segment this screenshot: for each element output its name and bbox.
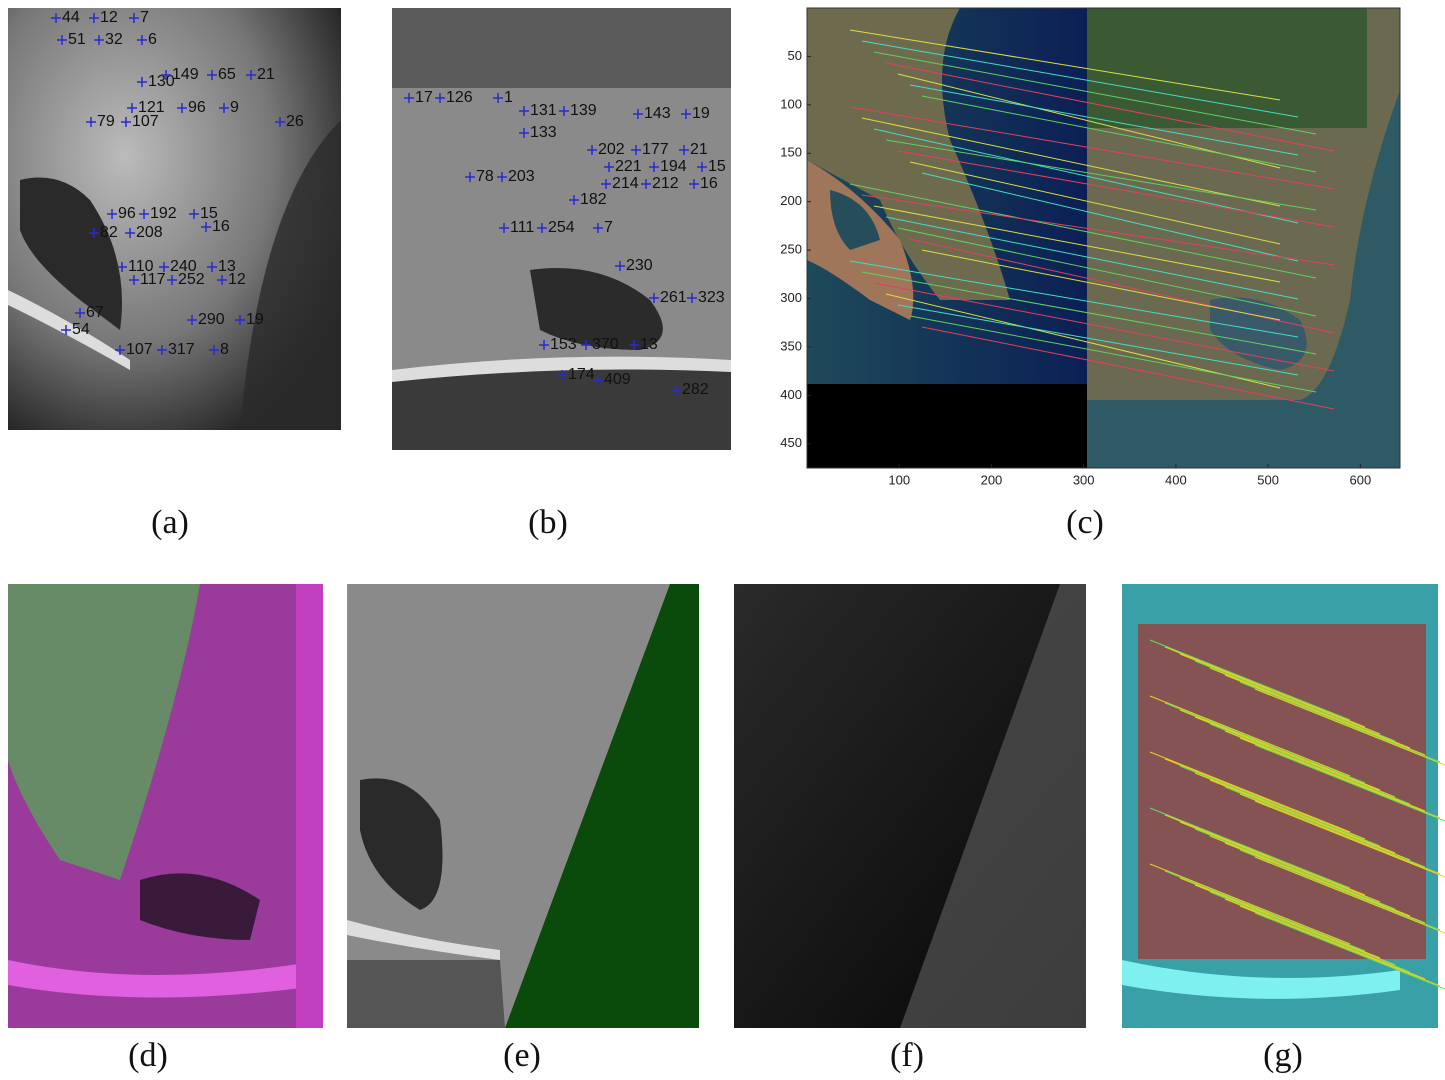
image-d [8, 584, 323, 1028]
y-tick-label: 300 [780, 290, 802, 305]
panel-label: (d) [128, 1037, 168, 1074]
y-tick-label: 250 [780, 242, 802, 257]
keypoint-label: 149 [172, 66, 199, 83]
y-tick-label: 100 [780, 96, 802, 111]
keypoint-label: 254 [548, 219, 575, 236]
keypoint-label: 143 [644, 105, 671, 122]
keypoint-label: 194 [660, 158, 687, 175]
y-tick-label: 150 [780, 145, 802, 160]
keypoint-label: 67 [86, 304, 104, 321]
keypoint-label: 8 [220, 341, 229, 358]
image-e [347, 584, 699, 1028]
keypoint-label: 282 [682, 381, 709, 398]
keypoint-label: 133 [530, 124, 557, 141]
panel-label: (f) [890, 1037, 924, 1074]
keypoint-label: 139 [570, 102, 597, 119]
panel-label: (c) [1066, 504, 1104, 541]
keypoint-label: 12 [100, 9, 118, 26]
keypoint-label: 15 [708, 158, 726, 175]
keypoint-label: 202 [598, 141, 625, 158]
y-tick-label: 200 [780, 193, 802, 208]
keypoint-label: 54 [72, 321, 90, 338]
image-f [734, 584, 1086, 1028]
panel-label: (b) [528, 504, 568, 541]
keypoint-label: 323 [698, 289, 725, 306]
keypoint-label: 192 [150, 205, 177, 222]
y-tick-label: 350 [780, 338, 802, 353]
keypoint-label: 21 [690, 141, 708, 158]
keypoint-label: 130 [148, 73, 175, 90]
x-tick-label: 100 [888, 472, 910, 487]
keypoint-label: 107 [132, 113, 159, 130]
keypoint-label: 107 [126, 341, 153, 358]
keypoint-label: 177 [642, 141, 669, 158]
keypoint-label: 182 [580, 191, 607, 208]
keypoint-label: 212 [652, 175, 679, 192]
keypoint-label: 12 [228, 271, 246, 288]
keypoint-label: 261 [660, 289, 687, 306]
keypoint-label: 131 [530, 102, 557, 119]
panel-label: (g) [1263, 1037, 1303, 1074]
keypoint-label: 230 [626, 257, 653, 274]
figure: 50 100 150 200 250 300 350 400 450 100 200 300 400 50… [0, 0, 1445, 1080]
keypoint-label: 96 [188, 99, 206, 116]
x-tick-label: 400 [1165, 472, 1187, 487]
keypoint-label: 65 [218, 66, 236, 83]
x-tick-label: 500 [1257, 472, 1279, 487]
keypoint-label: 32 [105, 31, 123, 48]
x-tick-label: 600 [1349, 472, 1371, 487]
keypoint-label: 7 [604, 219, 613, 236]
keypoint-label: 44 [62, 9, 80, 26]
keypoint-label: 1 [504, 89, 513, 106]
keypoint-label: 82 [100, 224, 118, 241]
keypoint-label: 26 [286, 113, 304, 130]
keypoint-label: 370 [592, 336, 619, 353]
keypoint-label: 16 [700, 175, 718, 192]
panel-label: (e) [503, 1037, 541, 1074]
keypoint-label: 7 [140, 9, 149, 26]
keypoint-label: 19 [246, 311, 264, 328]
y-tick-label: 400 [780, 387, 802, 402]
keypoint-label: 252 [178, 271, 205, 288]
keypoint-label: 409 [604, 371, 631, 388]
y-tick-label: 50 [788, 48, 802, 63]
keypoint-label: 79 [97, 113, 115, 130]
keypoint-label: 78 [476, 168, 494, 185]
keypoint-label: 290 [198, 311, 225, 328]
keypoint-label: 203 [508, 168, 535, 185]
keypoint-label: 96 [118, 205, 136, 222]
panel-label: (a) [151, 504, 189, 541]
keypoint-label: 153 [550, 336, 577, 353]
keypoint-label: 174 [568, 366, 595, 383]
keypoint-label: 51 [68, 31, 86, 48]
keypoint-label: 6 [148, 31, 157, 48]
image-c [807, 8, 1400, 468]
keypoint-label: 221 [615, 158, 642, 175]
keypoint-label: 208 [136, 224, 163, 241]
keypoint-label: 214 [612, 175, 639, 192]
keypoint-label: 9 [230, 99, 239, 116]
keypoint-label: 317 [168, 341, 195, 358]
x-tick-label: 300 [1073, 472, 1095, 487]
y-tick-label: 450 [780, 435, 802, 450]
keypoint-label: 111 [510, 219, 534, 236]
keypoint-label: 16 [212, 218, 230, 235]
keypoint-label: 21 [257, 66, 275, 83]
keypoint-label: 17 [415, 89, 433, 106]
keypoint-label: 13 [640, 336, 658, 353]
keypoint-label: 126 [446, 89, 473, 106]
keypoint-label: 19 [692, 105, 710, 122]
keypoint-label: 117 [140, 271, 166, 288]
x-tick-label: 200 [981, 472, 1003, 487]
